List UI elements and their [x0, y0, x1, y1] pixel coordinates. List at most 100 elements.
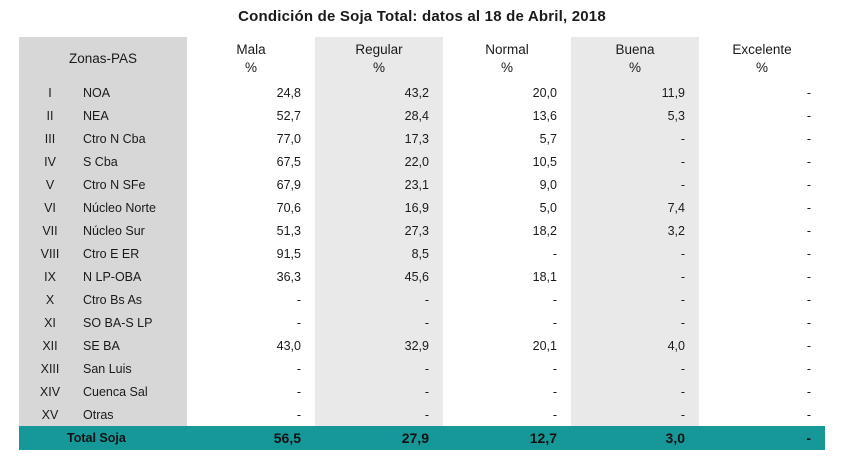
total-value-cell: 3,0	[571, 426, 699, 450]
value-cell: -	[806, 177, 811, 192]
value-cell: 51,3	[276, 223, 301, 238]
total-value-cell: 27,9	[315, 426, 443, 450]
column-unit: %	[755, 60, 768, 75]
value-cell: -	[315, 380, 443, 403]
table-row: VI Núcleo Norte 70,6 16,9 5,0 7,4 -	[19, 196, 825, 219]
value-cell: 52,7	[276, 108, 301, 123]
value-cell: -	[571, 150, 699, 173]
value-cell: -	[552, 407, 557, 422]
zone-name: Ctro Bs As	[81, 288, 187, 311]
zone-name: Núcleo Sur	[81, 219, 187, 242]
zone-number: III	[19, 127, 81, 150]
value-cell: -	[315, 311, 443, 334]
value-cell: -	[806, 154, 811, 169]
zone-name: NOA	[81, 81, 187, 104]
column-unit: %	[244, 60, 257, 75]
zone-name: Cuenca Sal	[81, 380, 187, 403]
value-cell: 18,1	[532, 269, 557, 284]
zone-number: XIV	[19, 380, 81, 403]
value-cell: -	[806, 85, 811, 100]
column-label: Mala	[236, 42, 266, 57]
value-cell: 67,5	[276, 154, 301, 169]
value-cell: 45,6	[315, 265, 443, 288]
value-cell: 16,9	[315, 196, 443, 219]
value-cell: -	[571, 403, 699, 426]
value-cell: -	[806, 223, 811, 238]
value-cell: -	[571, 288, 699, 311]
zone-number: XII	[19, 334, 81, 357]
zone-name: SE BA	[81, 334, 187, 357]
header-row: Zonas-PAS Mala% Regular% Normal% Buena% …	[19, 37, 825, 81]
value-cell: 28,4	[315, 104, 443, 127]
value-cell: 43,0	[276, 338, 301, 353]
table-row: II NEA 52,7 28,4 13,6 5,3 -	[19, 104, 825, 127]
value-cell: 3,2	[571, 219, 699, 242]
zone-number: VII	[19, 219, 81, 242]
value-cell: 18,2	[532, 223, 557, 238]
value-cell: -	[552, 315, 557, 330]
zone-number: VI	[19, 196, 81, 219]
column-header-mala: Mala%	[187, 37, 315, 81]
value-cell: -	[806, 200, 811, 215]
column-label: Buena	[615, 42, 655, 57]
value-cell: 9,0	[539, 177, 557, 192]
table-row: XI SO BA-S LP - - - - -	[19, 311, 825, 334]
value-cell: 24,8	[276, 85, 301, 100]
value-cell: 8,5	[315, 242, 443, 265]
zone-name: Ctro E ER	[81, 242, 187, 265]
table-row: XIII San Luis - - - - -	[19, 357, 825, 380]
column-header-excelente: Excelente%	[699, 37, 825, 81]
table-row: V Ctro N SFe 67,9 23,1 9,0- -	[19, 173, 825, 196]
value-cell: 43,2	[315, 81, 443, 104]
value-cell: -	[806, 269, 811, 284]
value-cell: 36,3	[276, 269, 301, 284]
value-cell: 22,0	[315, 150, 443, 173]
zonas-header: Zonas-PAS	[19, 37, 187, 81]
value-cell: 23,1	[315, 173, 443, 196]
value-cell: 70,6	[276, 200, 301, 215]
column-header-buena: Buena%	[571, 37, 699, 81]
value-cell: 11,9	[571, 81, 699, 104]
table-row: XII SE BA 43,0 32,9 20,1 4,0 -	[19, 334, 825, 357]
value-cell: 5,7	[539, 131, 557, 146]
value-cell: -	[806, 338, 811, 353]
value-cell: -	[806, 407, 811, 422]
table-title: Condición de Soja Total: datos al 18 de …	[238, 8, 606, 25]
zone-number: XIII	[19, 357, 81, 380]
value-cell: -	[806, 108, 811, 123]
value-cell: -	[296, 361, 301, 376]
zone-name: S Cba	[81, 150, 187, 173]
zone-number: I	[19, 81, 81, 104]
value-cell: -	[296, 407, 301, 422]
zone-number: X	[19, 288, 81, 311]
table-row: X Ctro Bs As - - - - -	[19, 288, 825, 311]
total-value-cell: 12,7	[443, 426, 571, 450]
value-cell: -	[806, 292, 811, 307]
value-cell: -	[552, 384, 557, 399]
value-cell: -	[571, 380, 699, 403]
table-row: VII Núcleo Sur 51,3 27,3 18,2 3,2 -	[19, 219, 825, 242]
column-unit: %	[628, 60, 641, 75]
table-row: XIV Cuenca Sal - - - - -	[19, 380, 825, 403]
column-unit: %	[500, 60, 513, 75]
value-cell: 10,5	[532, 154, 557, 169]
value-cell: -	[552, 292, 557, 307]
column-label: Excelente	[732, 42, 792, 57]
table-row: III Ctro N Cba 77,0 17,3 5,7- -	[19, 127, 825, 150]
zone-name: Ctro N SFe	[81, 173, 187, 196]
value-cell: 91,5	[276, 246, 301, 261]
zone-number: IX	[19, 265, 81, 288]
value-cell: 13,6	[532, 108, 557, 123]
soybean-condition-table: Zonas-PAS Mala% Regular% Normal% Buena% …	[19, 37, 825, 450]
value-cell: 77,0	[276, 131, 301, 146]
value-cell: 17,3	[315, 127, 443, 150]
value-cell: 32,9	[315, 334, 443, 357]
zone-name: SO BA-S LP	[81, 311, 187, 334]
value-cell: -	[571, 173, 699, 196]
value-cell: -	[571, 311, 699, 334]
zone-name: Ctro N Cba	[81, 127, 187, 150]
zone-number: IV	[19, 150, 81, 173]
column-header-regular: Regular%	[315, 37, 443, 81]
value-cell: -	[296, 292, 301, 307]
total-label: Total Soja	[19, 426, 187, 450]
